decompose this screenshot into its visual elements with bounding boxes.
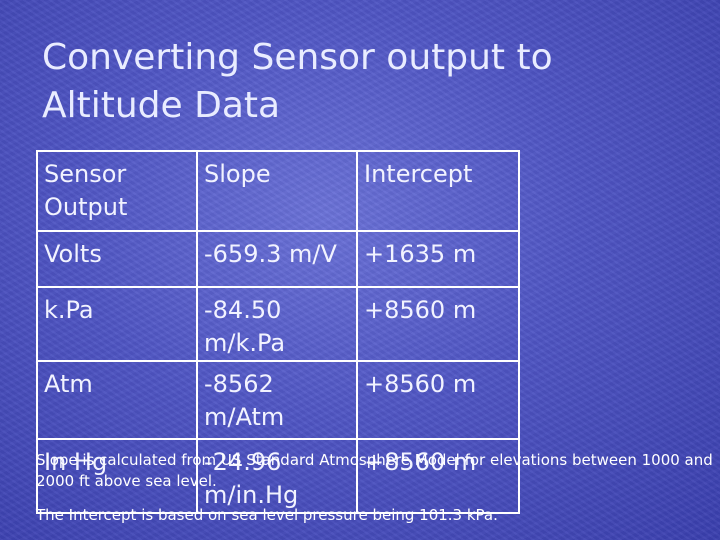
cell-slope: -84.50 m/k.Pa xyxy=(196,286,358,362)
cell-unit: Atm xyxy=(36,360,198,440)
table-header-row: Sensor Output Slope Intercept xyxy=(36,150,520,232)
table-row: Volts -659.3 m/V +1635 m xyxy=(36,230,520,288)
table-row: In Hg -24.96 m/in.Hg +8560 m xyxy=(36,438,520,514)
cell-unit: Volts xyxy=(36,230,198,288)
cell-intercept: +1635 m xyxy=(356,230,520,288)
table-row: k.Pa -84.50 m/k.Pa +8560 m xyxy=(36,286,520,362)
cell-slope: -8562 m/Atm xyxy=(196,360,358,440)
cell-intercept: +8560 m xyxy=(356,438,520,514)
cell-unit: In Hg xyxy=(36,438,198,514)
intercept-footnote: The Intercept is based on sea level pres… xyxy=(36,506,498,524)
cell-unit: k.Pa xyxy=(36,286,198,362)
header-slope: Slope xyxy=(196,150,358,232)
slide-title: Converting Sensor output to Altitude Dat… xyxy=(42,37,553,126)
cell-intercept: +8560 m xyxy=(356,286,520,362)
slope-footnote: Slope is calculated from US Standard Atm… xyxy=(36,451,713,490)
table-row: Atm -8562 m/Atm +8560 m xyxy=(36,360,520,440)
cell-intercept: +8560 m xyxy=(356,360,520,440)
cell-slope: -659.3 m/V xyxy=(196,230,358,288)
conversion-table: Sensor Output Slope Intercept Volts -659… xyxy=(36,150,520,514)
cell-slope: -24.96 m/in.Hg xyxy=(196,438,358,514)
header-sensor-output: Sensor Output xyxy=(36,150,198,232)
header-intercept: Intercept xyxy=(356,150,520,232)
